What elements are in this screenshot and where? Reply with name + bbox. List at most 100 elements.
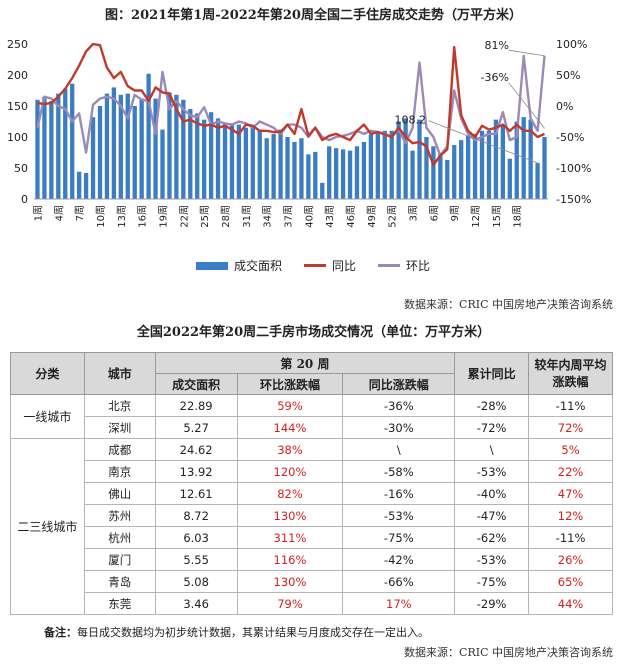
cell-mom: 82% — [236, 482, 344, 505]
bar-area — [361, 141, 367, 199]
y-left-tick-label: 250 — [7, 38, 28, 51]
bar-area — [63, 88, 68, 199]
note-text: 每日成交数据均为初步统计数据，其累计结果与月度成交存在一定出入。 — [77, 626, 429, 639]
bar-area — [118, 94, 123, 199]
cell-city: 苏州 — [83, 504, 156, 527]
bar-area — [125, 93, 130, 199]
legend-item-area: 成交面积 — [196, 257, 282, 274]
table-source: 数据来源：CRIC 中国房地产决策咨询系统 — [404, 646, 613, 659]
cell-city: 杭州 — [83, 526, 156, 549]
cell-yoy: 17% — [342, 592, 456, 615]
cell-avg-change: -11% — [528, 394, 613, 417]
legend-label-yoy: 同比 — [332, 259, 357, 273]
bar-area — [181, 99, 186, 199]
city-transaction-table: 分类 城市 第 20 周 累计同比 较年内周平均涨跌幅 成交面积 环比涨跌幅 同… — [10, 352, 613, 615]
bar-area — [174, 94, 179, 199]
bar-area — [111, 87, 117, 199]
cell-mom: 120% — [236, 460, 344, 483]
table-row: 苏州 8.72 130% -53% -47% 12% — [11, 504, 613, 527]
bar-area — [493, 119, 499, 199]
annotation-leader-yoy — [508, 82, 545, 129]
bar-area — [167, 92, 172, 199]
cell-cumulative-yoy: -62% — [454, 526, 530, 549]
x-tick-label: 13周 — [116, 205, 128, 228]
bar-area — [327, 146, 332, 199]
bar-area — [452, 145, 457, 199]
cell-cumulative-yoy: -75% — [454, 570, 530, 593]
cell-mom: 116% — [236, 548, 344, 571]
bar-area — [202, 119, 207, 199]
cell-avg-change: 72% — [528, 416, 613, 439]
cell-city: 厦门 — [83, 548, 156, 571]
cell-avg-change: 44% — [528, 592, 613, 615]
annotation-leader-area — [428, 120, 538, 164]
bar-area — [528, 119, 533, 199]
table-row: 深圳 5.27 144% -30% -72% 72% — [11, 416, 613, 439]
series-line-yoy — [37, 42, 545, 167]
table-row: 二三线城市 成都 24.62 38% \ \ 5% — [10, 438, 613, 615]
cell-yoy: \ — [342, 438, 456, 461]
cell-avg-change: 22% — [528, 460, 613, 483]
annotation-mom: 81% — [485, 39, 509, 52]
bar-area — [417, 119, 422, 199]
cell-mom: 311% — [236, 526, 344, 549]
y-right-tick-label: -150% — [556, 193, 591, 206]
bar-area — [410, 150, 415, 199]
bar-area — [104, 93, 110, 199]
bar-area — [90, 117, 96, 199]
y-right-tick-label: -100% — [556, 162, 591, 175]
chart-source: 数据来源：CRIC 中国房地产决策咨询系统 — [404, 298, 613, 311]
bar-area — [42, 96, 47, 199]
bar-area — [465, 135, 471, 199]
annotation-yoy: -36% — [481, 71, 509, 84]
bar-area — [306, 154, 311, 199]
cell-avg-change: 65% — [528, 570, 613, 593]
cell-avg-change: 26% — [528, 548, 613, 571]
bar-area — [396, 121, 401, 199]
legend-item-mom: 环比 — [378, 257, 430, 274]
x-tick-label: 34周 — [262, 205, 274, 228]
cell-area: 5.27 — [154, 416, 238, 439]
cell-yoy: -42% — [342, 548, 456, 571]
bar-area — [375, 133, 380, 199]
bar-area — [278, 129, 283, 199]
x-tick-label: 3周 — [408, 205, 420, 221]
x-tick-label: 25周 — [199, 205, 211, 228]
header-mom: 环比涨跌幅 — [236, 373, 344, 395]
cell-avg-change: -11% — [528, 526, 613, 549]
cell-area: 8.72 — [154, 504, 238, 527]
legend-swatch-mom — [378, 264, 401, 267]
y-right-tick-label: 50% — [556, 69, 580, 82]
table-title: 全国2022年第20周二手房市场成交情况（单位：万平方米） — [136, 325, 491, 340]
bar-area — [472, 133, 478, 199]
cell-city: 深圳 — [83, 416, 156, 439]
cell-area: 3.46 — [154, 592, 238, 615]
cell-area: 12.61 — [154, 482, 238, 505]
cell-city: 青岛 — [83, 570, 156, 593]
bar-area — [132, 106, 137, 199]
bar-area — [70, 83, 75, 199]
bar-area — [542, 137, 547, 199]
bar-area — [49, 101, 54, 199]
table-note: 备注：每日成交数据均为初步统计数据，其累计结果与月度成交存在一定出入。 — [44, 624, 429, 640]
bar-area — [243, 127, 249, 199]
cell-area: 24.62 — [154, 438, 238, 461]
cell-yoy: -58% — [342, 460, 456, 483]
x-tick-label: 22周 — [178, 205, 190, 228]
header-city: 城市 — [83, 352, 156, 395]
x-tick-label: 16周 — [137, 205, 149, 228]
cell-cumulative-yoy: -28% — [454, 394, 530, 417]
cell-city: 东莞 — [83, 592, 156, 615]
y-right-tick-label: 0% — [556, 100, 573, 113]
cell-city: 北京 — [83, 394, 156, 417]
bar-area — [514, 121, 519, 199]
y-right-tick-label: 100% — [556, 38, 587, 51]
bar-area — [445, 159, 450, 199]
x-tick-label: 40周 — [303, 205, 315, 228]
bar-area — [459, 140, 464, 199]
bar-area — [389, 130, 394, 199]
bar-area — [431, 146, 436, 199]
x-tick-label: 52周 — [387, 205, 399, 228]
bar-area — [299, 138, 304, 199]
x-tick-label: 37周 — [283, 205, 295, 228]
